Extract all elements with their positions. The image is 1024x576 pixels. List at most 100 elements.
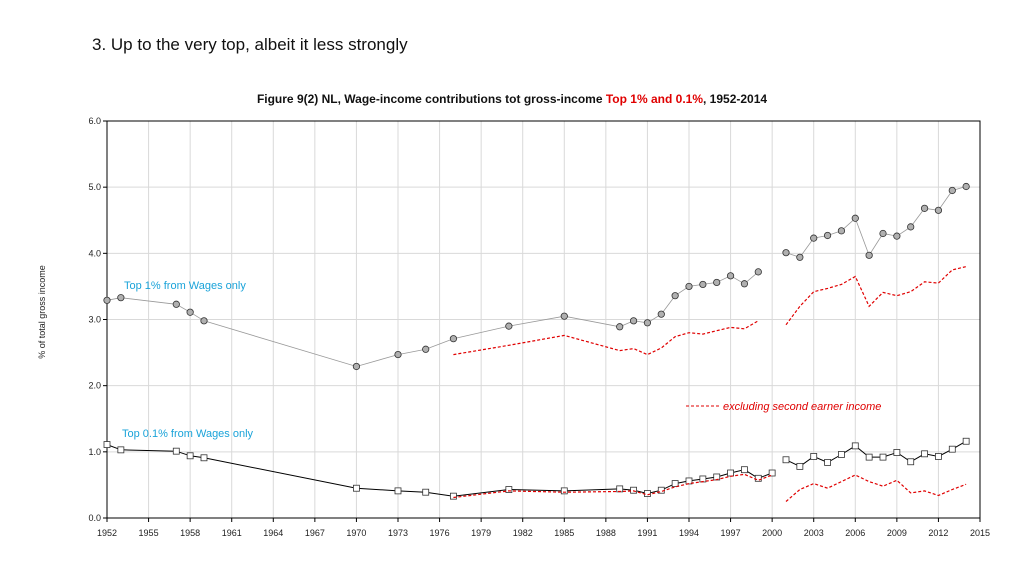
data-point-top1 <box>699 280 707 289</box>
annotation-excl: excluding second earner income <box>723 401 881 413</box>
data-point-top1 <box>782 249 790 257</box>
x-tick-label: 2006 <box>845 528 865 538</box>
series-1 <box>103 437 970 500</box>
y-tick-label: 5.0 <box>88 182 101 192</box>
x-tick-label: 1955 <box>139 528 159 538</box>
y-axis-label: % of total gross income <box>37 265 47 359</box>
data-point-top01 <box>768 469 776 477</box>
data-point-top1 <box>837 227 846 235</box>
figure-title-suffix: , 1952-2014 <box>703 92 768 106</box>
data-point-top01 <box>796 462 804 470</box>
data-point-top01 <box>921 450 928 458</box>
data-point-top1 <box>726 272 735 280</box>
slide-heading: 3. Up to the very top, albeit it less st… <box>92 35 408 54</box>
data-point-top1 <box>394 350 402 359</box>
data-point-top1 <box>657 310 665 318</box>
x-tick-label: 2012 <box>928 528 948 538</box>
data-point-top1 <box>629 317 638 325</box>
data-point-top1 <box>740 280 749 288</box>
data-point-top01 <box>782 456 790 464</box>
data-point-top1 <box>934 206 943 214</box>
x-tick-label: 2009 <box>887 528 907 538</box>
data-point-top01 <box>893 449 901 456</box>
data-point-top1 <box>449 335 458 343</box>
series-2 <box>453 266 967 356</box>
data-point-top1 <box>948 186 956 195</box>
y-tick-label: 0.0 <box>88 513 101 523</box>
x-tick-label: 1997 <box>721 528 741 538</box>
data-point-top01 <box>810 453 818 460</box>
data-point-top01 <box>935 453 942 460</box>
data-point-top1 <box>851 214 859 222</box>
data-point-top1 <box>560 312 568 320</box>
data-point-top1 <box>865 251 873 259</box>
figure-title-highlight: Top 1% and 0.1% <box>605 92 703 106</box>
x-tick-label: 1961 <box>222 528 242 538</box>
data-point-top1 <box>200 317 208 325</box>
x-tick-label: 1970 <box>346 528 366 538</box>
series-3 <box>453 473 967 502</box>
data-point-top01 <box>865 453 873 461</box>
data-point-top1 <box>422 345 430 353</box>
data-point-top1 <box>186 308 194 316</box>
data-point-top01 <box>824 459 831 466</box>
x-tick-label: 1964 <box>263 528 283 538</box>
data-point-top01 <box>838 451 845 458</box>
data-point-top01 <box>948 445 956 453</box>
y-tick-label: 6.0 <box>88 116 101 126</box>
series-line-excl <box>453 320 759 356</box>
data-point-top1 <box>505 322 513 330</box>
data-point-top01 <box>685 477 693 485</box>
data-point-top1 <box>962 182 970 191</box>
data-point-top1 <box>643 319 652 327</box>
data-point-top01 <box>879 453 887 461</box>
x-tick-label: 1976 <box>430 528 450 538</box>
x-tick-label: 2015 <box>970 528 990 538</box>
data-point-top01 <box>630 486 637 494</box>
data-point-top1 <box>879 229 887 238</box>
annotation-top1: Top 1% from Wages only <box>124 280 246 292</box>
gridlines <box>107 121 980 518</box>
x-tick-label: 2000 <box>762 528 782 538</box>
series-line-excl <box>453 473 773 499</box>
figure-title-prefix: Figure 9(2) NL, Wage-income contribution… <box>256 92 606 106</box>
data-point-top1 <box>907 223 915 231</box>
data-point-top1 <box>352 362 361 371</box>
data-point-top01 <box>741 466 748 474</box>
data-point-top1 <box>810 234 818 242</box>
annotation-top01: Top 0.1% from Wages only <box>122 428 254 440</box>
x-tick-label: 1994 <box>679 528 699 538</box>
data-point-top01 <box>450 492 457 500</box>
data-point-top1 <box>172 300 180 308</box>
data-point-top1 <box>616 323 624 331</box>
y-tick-label: 3.0 <box>88 315 101 325</box>
x-tick-label: 1988 <box>596 528 616 538</box>
data-point-top1 <box>713 278 721 287</box>
x-axis: 1952 1955 1958 1961 1964 1967 1970 1973 1976 1979… <box>97 518 990 538</box>
data-point-top1 <box>103 296 111 304</box>
data-point-top1 <box>685 282 693 291</box>
data-point-top01 <box>394 487 402 495</box>
data-point-top1 <box>671 292 679 300</box>
series-group <box>103 182 970 502</box>
y-axis: 0.0 1.0 2.0 3.0 4.0 5.0 6.0 <box>88 116 107 523</box>
data-point-top01 <box>727 469 734 477</box>
y-tick-label: 1.0 <box>88 447 101 457</box>
data-point-top01 <box>172 447 180 455</box>
data-point-top1 <box>893 232 901 240</box>
data-point-top1 <box>920 204 929 212</box>
data-point-top01 <box>851 442 859 450</box>
x-tick-label: 1958 <box>180 528 200 538</box>
data-point-top1 <box>796 253 804 261</box>
data-point-top01 <box>200 454 208 462</box>
series-0 <box>103 182 970 371</box>
series-line-top1 <box>785 186 967 258</box>
data-point-top01 <box>505 486 513 493</box>
data-point-top01 <box>671 480 679 487</box>
x-tick-label: 1979 <box>471 528 491 538</box>
series-line-excl <box>785 474 967 502</box>
data-point-top01 <box>353 484 360 492</box>
data-point-top1 <box>117 294 125 302</box>
data-point-top01 <box>754 474 762 482</box>
